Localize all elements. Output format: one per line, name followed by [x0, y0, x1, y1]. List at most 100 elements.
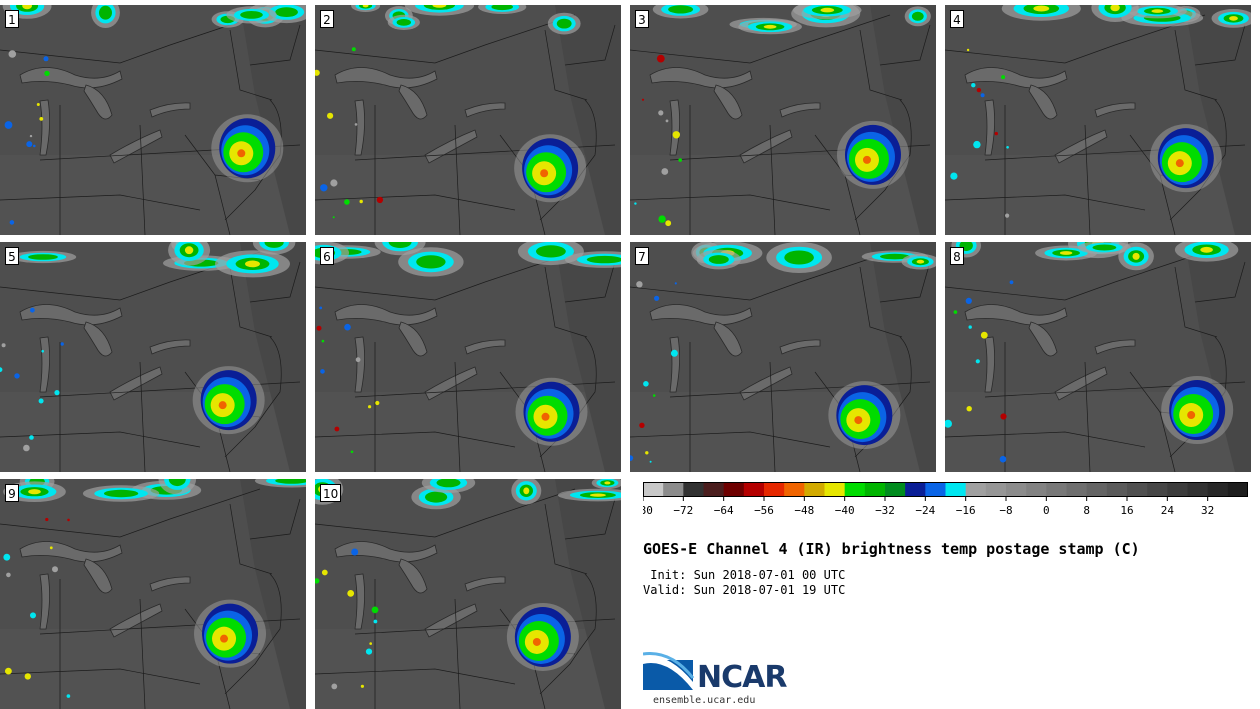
ensemble-member-label: 2 [320, 10, 334, 28]
colorbar-swatch [905, 482, 926, 497]
colorbar-tick-label: −72 [673, 504, 693, 517]
figure-title: GOES-E Channel 4 (IR) brightness temp po… [643, 540, 1140, 558]
colorbar-swatch [1207, 482, 1229, 497]
ensemble-member-label: 9 [5, 484, 19, 502]
satellite-ir-map [630, 242, 936, 472]
cloud-specks [0, 307, 64, 452]
great-lakes [19, 541, 191, 638]
northern-cloud-band [951, 242, 1239, 271]
colorbar-tick-label: −48 [794, 504, 814, 517]
ensemble-member-map: 10 [315, 479, 621, 709]
colorbar-swatch [1187, 482, 1209, 497]
great-lakes [334, 67, 506, 164]
ensemble-member-map: 6 [315, 242, 621, 472]
cloud-specks [950, 48, 1010, 218]
colorbar-swatch [864, 482, 886, 497]
colorbar-swatch [985, 482, 1007, 497]
colorbar-swatch [1046, 482, 1067, 497]
ensemble-member-map: 5 [0, 242, 306, 472]
colorbar-tick-label: −24 [915, 504, 935, 517]
colorbar-swatch [925, 482, 946, 497]
colorbar-tick-label: −40 [835, 504, 855, 517]
colorbar-swatch [1086, 482, 1108, 497]
colorbar-swatch [1127, 482, 1148, 497]
storm-complex [828, 381, 901, 450]
ensemble-member-map: 2 [315, 5, 621, 235]
cloud-specks [630, 281, 678, 463]
colorbar-swatch [784, 482, 805, 497]
colorbar-tick-label: −64 [714, 504, 734, 517]
storm-complex [194, 599, 267, 668]
storm-complex [515, 377, 588, 446]
satellite-ir-map [945, 5, 1251, 235]
satellite-ir-map [0, 479, 306, 709]
colorbar-swatch [885, 482, 906, 497]
storm-complex [514, 134, 587, 203]
great-lakes [19, 304, 191, 401]
ensemble-member-map: 9 [0, 479, 306, 709]
ensemble-member-label: 1 [5, 10, 19, 28]
cloud-specks [315, 47, 384, 219]
satellite-ir-map [0, 242, 306, 472]
colorbar-swatch [945, 482, 967, 497]
colorbar-tick-label: 16 [1120, 504, 1133, 517]
init-time: Init: Sun 2018-07-01 00 UTC [643, 568, 846, 582]
colorbar-swatch [1227, 482, 1248, 497]
northern-cloud-band [9, 242, 296, 278]
northern-cloud-band [2, 5, 306, 28]
colorbar-swatch [743, 482, 765, 497]
storm-complex [211, 114, 284, 183]
northern-cloud-band [1001, 5, 1251, 28]
satellite-ir-map [630, 5, 936, 235]
colorbar-swatch [965, 482, 987, 497]
colorbar-tick-label: 0 [1043, 504, 1050, 517]
ensemble-member-map: 4 [945, 5, 1251, 235]
great-lakes [649, 67, 821, 164]
ensemble-member-map: 3 [630, 5, 936, 235]
storm-complex [192, 366, 265, 435]
ensemble-member-map: 8 [945, 242, 1251, 472]
great-lakes [964, 304, 1136, 401]
satellite-ir-map [315, 242, 621, 472]
satellite-ir-map [315, 5, 621, 235]
colorbar-tick-label: −56 [754, 504, 774, 517]
colorbar-swatch [1147, 482, 1168, 497]
northern-cloud-band [691, 242, 936, 273]
colorbar-swatch [824, 482, 846, 497]
ncar-logo-text: NCAR [697, 660, 787, 695]
great-lakes [649, 304, 821, 401]
ensemble-member-label: 6 [320, 247, 334, 265]
colorbar-tick-label: 24 [1161, 504, 1175, 517]
ensemble-member-label: 7 [635, 247, 649, 265]
colorbar-swatch [1167, 482, 1188, 497]
colorbar-swatch [663, 482, 684, 497]
colorbar-swatch [1026, 482, 1047, 497]
ensemble-member-label: 10 [320, 484, 342, 502]
satellite-ir-map [945, 242, 1251, 472]
northern-cloud-band [652, 5, 931, 35]
ensemble-member-label: 5 [5, 247, 19, 265]
colorbar-swatch [1106, 482, 1128, 497]
colorbar-tick-label: −32 [875, 504, 895, 517]
cloud-specks [315, 548, 379, 690]
ensemble-member-label: 4 [950, 10, 964, 28]
colorbar-swatch [844, 482, 866, 497]
colorbar-swatch [683, 482, 704, 497]
colorbar-swatch [1006, 482, 1027, 497]
ensemble-member-label: 8 [950, 247, 964, 265]
colorbar-swatch [764, 482, 785, 497]
colorbar-tick-label: −8 [999, 504, 1012, 517]
colorbar-swatch [804, 482, 825, 497]
cloud-specks [945, 280, 1014, 463]
cloud-specks [634, 54, 682, 227]
storm-complex [506, 602, 579, 671]
cloud-specks [316, 306, 380, 454]
colorbar-swatch [643, 482, 664, 497]
colorbar-tick-label: −80 [643, 504, 653, 517]
storm-complex [1161, 376, 1234, 445]
great-lakes [964, 67, 1136, 164]
ncar-logo-mark [643, 652, 695, 690]
great-lakes [334, 304, 506, 401]
cloud-specks [4, 50, 50, 225]
ensemble-member-map: 1 [0, 5, 306, 235]
